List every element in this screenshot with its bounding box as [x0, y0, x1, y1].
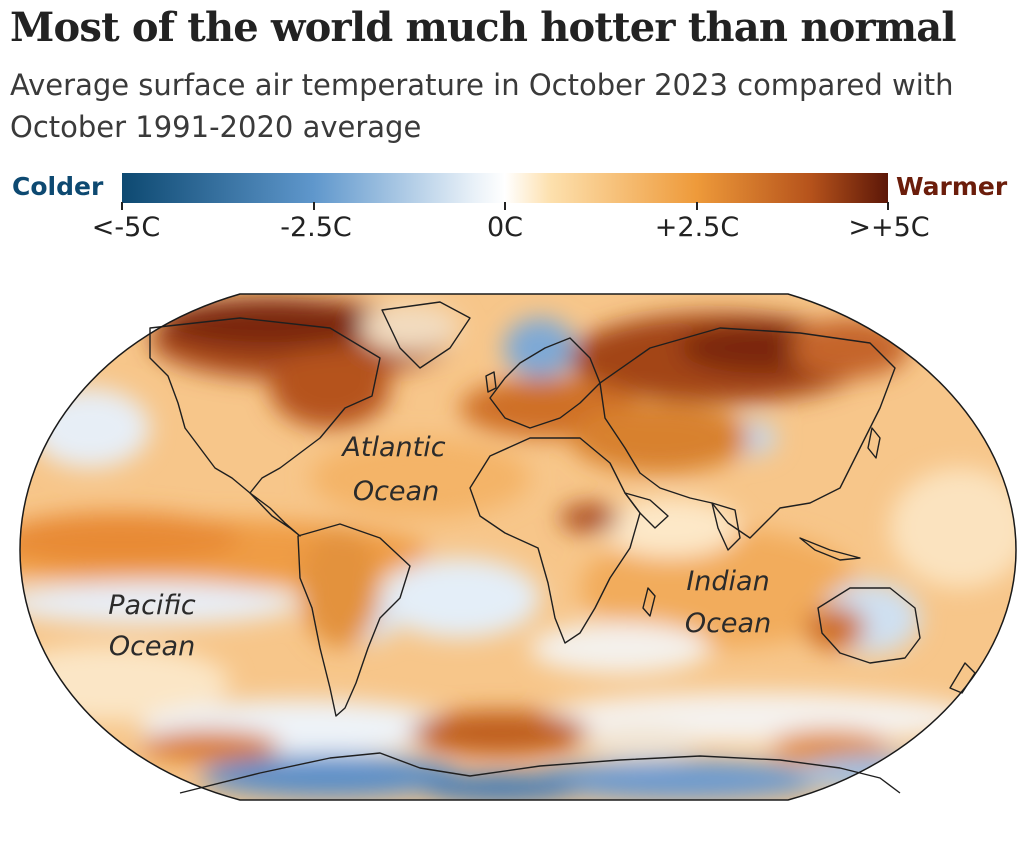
- atlantic-ocean-label-line2: Ocean: [353, 476, 439, 507]
- legend-tick-mark: [504, 202, 506, 210]
- pacific-ocean-label-line1: Pacific: [108, 590, 196, 621]
- legend-tick-mark: [696, 202, 698, 210]
- legend-tick-label-neg: -2.5C: [280, 212, 352, 243]
- legend-tick-mark: [121, 202, 123, 210]
- legend-tick-mark: [313, 202, 315, 210]
- temperature-anomaly-map: Atlantic Ocean Indian Ocean Pacific Ocea…: [19, 293, 1017, 801]
- coastlines: [149, 301, 976, 794]
- chart-title: Most of the world much hotter than norma…: [10, 4, 957, 51]
- legend-warmer-label: Warmer: [896, 172, 1008, 201]
- legend-colder-label: Colder: [12, 172, 104, 201]
- chart-subtitle: Average surface air temperature in Octob…: [10, 68, 954, 144]
- indian-ocean-label-line1: Indian: [686, 566, 769, 597]
- indian-ocean-label-line2: Ocean: [685, 608, 771, 639]
- pacific-ocean-label-line2: Ocean: [109, 631, 195, 662]
- legend-tick-label-pos: +2.5C: [654, 212, 740, 243]
- legend-tick-label-zero: 0C: [486, 212, 524, 243]
- legend-color-bar: [122, 173, 888, 203]
- atlantic-ocean-label-line1: Atlantic: [340, 432, 445, 463]
- anomaly-field: [20, 294, 1016, 800]
- legend-tick-label-max: >+5C: [848, 212, 930, 243]
- legend-tick-label-min: <-5C: [91, 212, 161, 243]
- legend-tick-mark: [887, 202, 889, 210]
- map-frame: [19, 293, 1017, 801]
- color-legend: Colder Warmer <-5C -2.5C 0C +2.5C >+5C: [0, 168, 1024, 248]
- world-map: Atlantic Ocean Indian Ocean Pacific Ocea…: [0, 288, 1024, 808]
